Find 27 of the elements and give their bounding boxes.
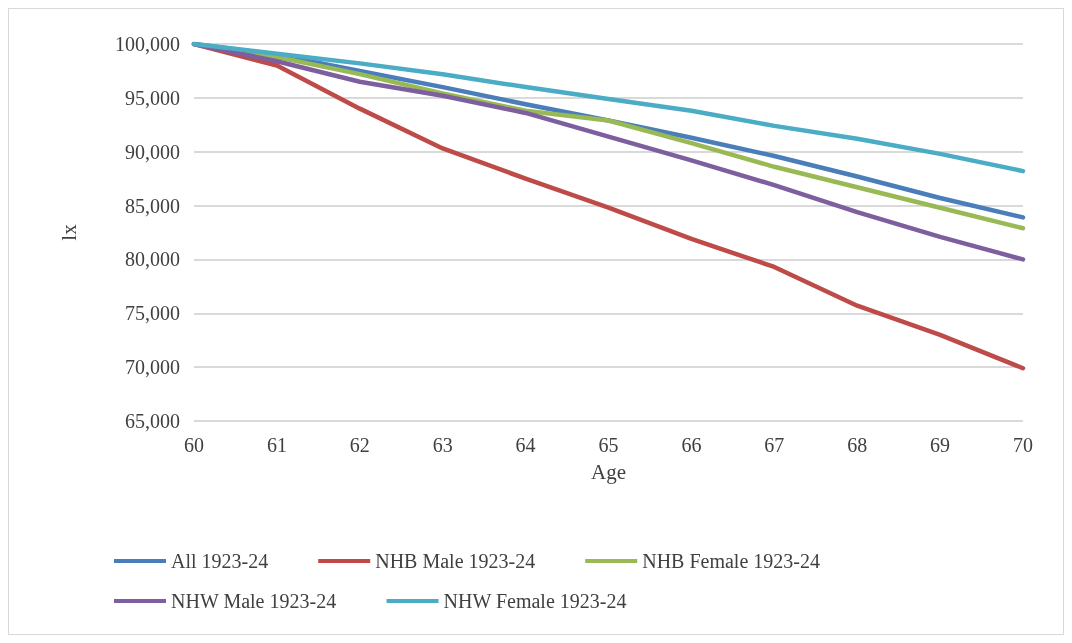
legend-label: NHW Male 1923-24 — [171, 590, 337, 612]
legend-label: NHB Male 1923-24 — [375, 550, 536, 572]
x-axis-title: Age — [591, 459, 626, 484]
y-tick-label: 75,000 — [125, 302, 180, 325]
y-tick-label: 70,000 — [125, 356, 180, 379]
x-tick-label: 61 — [266, 434, 287, 456]
x-tick-label: 66 — [681, 434, 702, 456]
y-tick-label: 80,000 — [125, 248, 180, 271]
y-tick-label: 100,000 — [115, 33, 180, 55]
y-tick-label: 90,000 — [125, 140, 180, 163]
x-tick-label: 70 — [1013, 434, 1033, 456]
x-tick-label: 68 — [847, 434, 868, 456]
legend-label: All 1923-24 — [171, 550, 269, 572]
line-series — [191, 41, 1026, 174]
x-tick-label: 62 — [349, 434, 370, 456]
y-tick-label: 95,000 — [125, 86, 180, 109]
x-tick-label: 63 — [432, 434, 453, 456]
x-tick-label: 65 — [598, 434, 619, 456]
y-tick-label: 85,000 — [125, 194, 180, 217]
x-tick-label: 69 — [930, 434, 951, 456]
y-axis-title: lx — [56, 223, 81, 241]
y-tick-label: 65,000 — [125, 410, 180, 432]
x-tick-label: 60 — [184, 434, 204, 456]
x-tick-label: 67 — [764, 434, 785, 456]
legend-label: NHW Female 1923-24 — [443, 590, 627, 612]
x-tick-label: 64 — [515, 434, 536, 456]
legend-label: NHB Female 1923-24 — [642, 550, 820, 572]
